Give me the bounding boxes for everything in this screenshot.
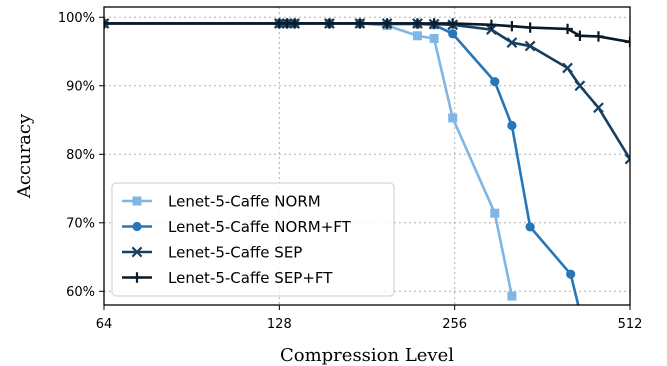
y-axis-label: Accuracy bbox=[14, 113, 35, 199]
data-point bbox=[490, 208, 500, 218]
data-point bbox=[566, 269, 576, 279]
x-tick-label: 64 bbox=[96, 317, 113, 332]
x-tick-label: 512 bbox=[618, 317, 643, 332]
data-point bbox=[324, 18, 335, 29]
data-point bbox=[574, 80, 586, 92]
data-point bbox=[574, 30, 586, 41]
legend-item: Lenet-5-Caffe NORM bbox=[122, 193, 321, 211]
y-tick-label: 100% bbox=[58, 11, 95, 26]
data-point bbox=[104, 18, 110, 29]
data-point bbox=[381, 18, 393, 29]
data-point bbox=[524, 40, 536, 52]
data-point bbox=[507, 291, 517, 301]
series-3 bbox=[104, 18, 630, 165]
data-point bbox=[562, 23, 573, 35]
data-point bbox=[429, 34, 439, 44]
legend: Lenet-5-Caffe NORM Lenet-5-Caffe NORM+FT L… bbox=[111, 182, 395, 297]
data-point bbox=[507, 120, 517, 131]
data-point bbox=[486, 19, 497, 31]
legend-label: Lenet-5-Caffe SEP+FT bbox=[168, 269, 333, 287]
data-point bbox=[412, 31, 422, 41]
legend-item: Lenet-5-Caffe SEP+FT bbox=[122, 269, 333, 287]
legend-marker bbox=[132, 221, 142, 232]
data-point bbox=[490, 77, 500, 87]
x-axis-label: Compression Level bbox=[280, 345, 454, 366]
data-point bbox=[593, 102, 604, 114]
y-tick-label: 60% bbox=[66, 285, 95, 300]
series-layer bbox=[104, 18, 630, 316]
data-point bbox=[104, 18, 110, 29]
data-point bbox=[624, 153, 630, 165]
legend-marker bbox=[131, 246, 143, 258]
y-tick-label: 70% bbox=[66, 216, 95, 231]
data-point bbox=[289, 18, 300, 29]
legend-label: Lenet-5-Caffe NORM bbox=[168, 193, 321, 211]
legend-label: Lenet-5-Caffe NORM+FT bbox=[168, 218, 352, 236]
legend-item: Lenet-5-Caffe SEP bbox=[122, 244, 302, 262]
data-point bbox=[524, 22, 536, 33]
x-tick-label: 256 bbox=[442, 317, 467, 332]
legend-item: Lenet-5-Caffe NORM+FT bbox=[122, 218, 352, 236]
data-point bbox=[448, 29, 458, 39]
axis-ticks: 64 128 256 512 60% 70% 80% 90% 100% bbox=[58, 11, 643, 332]
data-point bbox=[448, 113, 458, 123]
data-point bbox=[506, 20, 518, 32]
legend-label: Lenet-5-Caffe SEP bbox=[168, 244, 302, 262]
series-4 bbox=[104, 18, 630, 48]
data-point bbox=[354, 18, 366, 29]
legend-box bbox=[111, 182, 395, 297]
legend-marker bbox=[131, 272, 143, 283]
series-line bbox=[104, 22, 630, 44]
plot-frame bbox=[103, 6, 631, 306]
data-point bbox=[506, 37, 518, 49]
data-point bbox=[562, 62, 573, 74]
data-point bbox=[593, 31, 604, 42]
series-line bbox=[104, 22, 630, 160]
legend-marker bbox=[132, 196, 142, 206]
data-point bbox=[447, 18, 458, 29]
y-tick-label: 90% bbox=[66, 79, 95, 94]
data-point bbox=[624, 36, 630, 48]
data-point bbox=[412, 18, 423, 29]
data-point bbox=[575, 307, 584, 316]
y-tick-label: 80% bbox=[66, 148, 95, 163]
data-point bbox=[525, 222, 535, 232]
x-tick-label: 128 bbox=[267, 317, 292, 332]
data-point bbox=[428, 18, 440, 29]
